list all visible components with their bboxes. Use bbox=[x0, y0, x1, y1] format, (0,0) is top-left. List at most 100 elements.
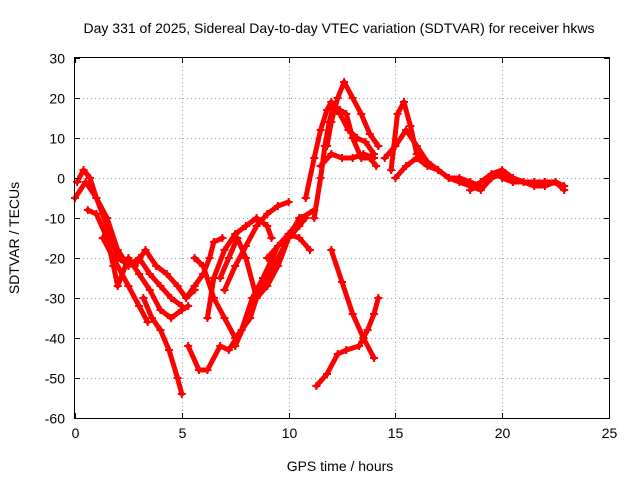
x-tick-label: 10 bbox=[282, 425, 298, 441]
y-tick-label: 10 bbox=[49, 131, 65, 147]
data-point bbox=[231, 342, 240, 350]
data-point bbox=[194, 366, 203, 374]
data-point bbox=[224, 346, 233, 354]
data-point bbox=[323, 106, 332, 114]
data-point bbox=[402, 126, 411, 134]
data-point bbox=[263, 254, 272, 262]
data-point bbox=[124, 282, 133, 290]
series-line-sat-i bbox=[204, 215, 274, 321]
data-point bbox=[205, 254, 214, 262]
data-point bbox=[444, 174, 453, 182]
series-line-sat-b bbox=[74, 167, 198, 301]
data-point bbox=[182, 294, 191, 302]
data-point bbox=[152, 262, 161, 270]
data-point bbox=[177, 390, 186, 398]
data-point bbox=[203, 366, 212, 374]
data-point bbox=[263, 274, 272, 282]
data-point bbox=[342, 346, 351, 354]
plot-frame bbox=[74, 57, 610, 419]
data-point bbox=[218, 234, 227, 242]
data-point bbox=[372, 162, 381, 170]
x-tick-label: 15 bbox=[388, 425, 404, 441]
data-point bbox=[402, 162, 411, 170]
y-tick-label: 30 bbox=[49, 51, 65, 67]
data-point bbox=[267, 234, 276, 242]
data-point bbox=[316, 162, 325, 170]
data-point bbox=[173, 282, 182, 290]
data-point bbox=[348, 134, 357, 142]
data-point bbox=[374, 294, 383, 302]
data-point bbox=[342, 110, 351, 118]
data-point bbox=[560, 182, 569, 190]
x-axis-label: GPS time / hours bbox=[287, 458, 394, 474]
data-point bbox=[387, 166, 396, 174]
data-point bbox=[284, 230, 293, 238]
data-point bbox=[363, 326, 372, 334]
data-point bbox=[323, 142, 332, 150]
data-point bbox=[323, 370, 332, 378]
data-point bbox=[434, 166, 443, 174]
data-point bbox=[487, 170, 496, 178]
data-point bbox=[338, 154, 346, 162]
data-point bbox=[92, 194, 101, 202]
y-axis-label: SDTVAR / TECUs bbox=[6, 182, 22, 294]
series-line-sat-p bbox=[324, 79, 381, 149]
data-point bbox=[190, 254, 199, 262]
data-point bbox=[348, 310, 357, 318]
data-point bbox=[476, 178, 485, 186]
data-point bbox=[370, 310, 379, 318]
x-tick-label: 5 bbox=[179, 425, 187, 441]
y-tick-label: -40 bbox=[45, 331, 65, 347]
data-point bbox=[327, 118, 336, 126]
axis-ticks: 0 5 10 15 20 25 -60 -50 -40 -30 -20 -10 0 10 20 30 bbox=[45, 51, 618, 442]
data-point bbox=[305, 246, 314, 254]
data-point bbox=[109, 254, 118, 262]
data-point bbox=[167, 314, 176, 322]
data-point bbox=[263, 222, 272, 230]
data-point bbox=[406, 122, 415, 130]
data-point bbox=[393, 110, 402, 118]
y-tick-label: 0 bbox=[57, 171, 65, 187]
data-point bbox=[498, 174, 507, 182]
data-point bbox=[224, 254, 233, 262]
data-point bbox=[98, 234, 107, 242]
data-point bbox=[124, 254, 133, 262]
data-point bbox=[216, 342, 225, 350]
x-tick-label: 20 bbox=[495, 425, 511, 441]
data-point bbox=[540, 178, 549, 186]
data-point bbox=[355, 342, 364, 350]
data-point bbox=[530, 178, 539, 186]
data-point bbox=[81, 178, 90, 186]
data-point bbox=[310, 154, 319, 162]
data-point bbox=[498, 166, 507, 174]
data-point bbox=[391, 174, 400, 182]
data-point bbox=[85, 174, 94, 182]
data-point bbox=[301, 194, 310, 202]
data-point bbox=[83, 206, 92, 214]
data-point bbox=[184, 342, 193, 350]
data-point bbox=[92, 210, 101, 218]
data-point bbox=[295, 234, 304, 242]
data-point bbox=[361, 138, 370, 146]
data-point bbox=[199, 262, 208, 270]
data-point bbox=[312, 382, 321, 390]
data-point bbox=[184, 302, 193, 310]
data-point bbox=[147, 314, 156, 322]
data-point bbox=[241, 254, 250, 262]
data-point bbox=[357, 110, 366, 118]
data-point bbox=[263, 210, 272, 218]
data-point bbox=[273, 242, 282, 250]
data-point bbox=[135, 302, 144, 310]
data-point bbox=[252, 214, 261, 222]
data-point bbox=[216, 274, 225, 282]
data-point bbox=[156, 306, 165, 314]
data-point bbox=[399, 98, 408, 106]
data-point bbox=[162, 270, 171, 278]
data-point bbox=[164, 346, 173, 354]
data-point bbox=[333, 350, 342, 358]
chart-title: Day 331 of 2025, Sidereal Day-to-day VTE… bbox=[84, 20, 595, 36]
x-tick-label: 25 bbox=[602, 425, 618, 441]
data-point bbox=[156, 326, 165, 334]
data-point bbox=[273, 254, 282, 262]
